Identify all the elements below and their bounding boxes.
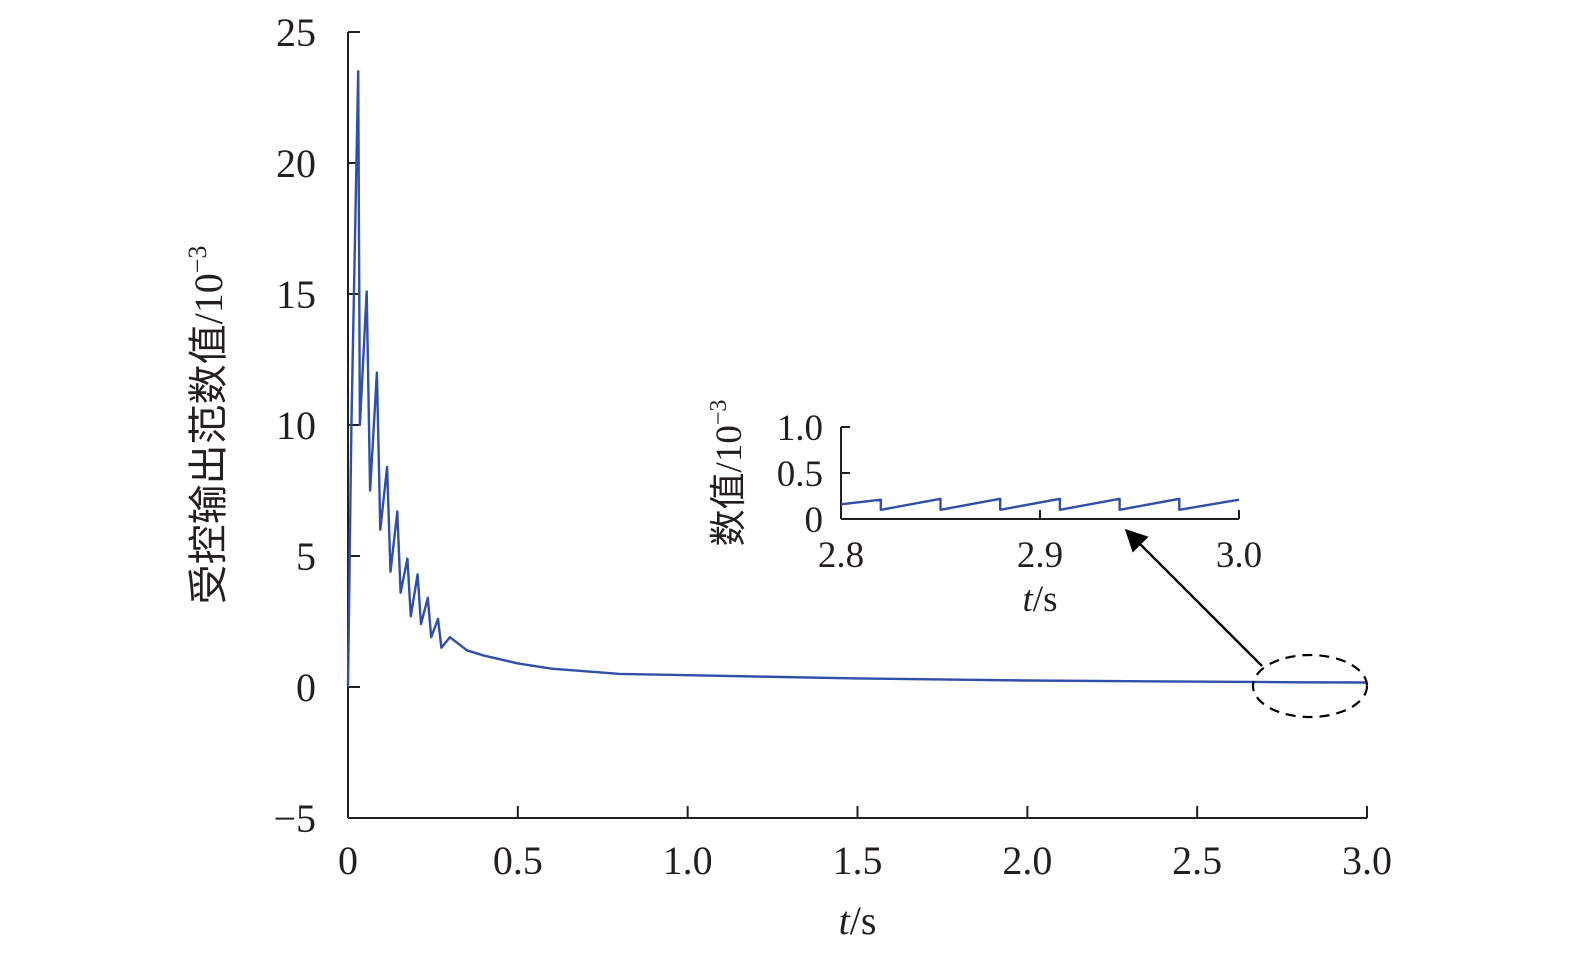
y-tick-label: 0 xyxy=(296,665,316,710)
y-tick-label: 10 xyxy=(276,403,316,448)
y-tick-label: 0.5 xyxy=(777,454,823,495)
x-tick-label: 2.9 xyxy=(1017,535,1063,576)
x-tick-label: 2.8 xyxy=(818,535,864,576)
x-axis-label: t/s xyxy=(839,898,877,943)
x-tick-label: 3.0 xyxy=(1342,838,1392,883)
series-line xyxy=(840,497,1240,511)
x-tick-label: 2.5 xyxy=(1172,838,1222,883)
x-tick-label: 1.0 xyxy=(663,838,713,883)
y-axis-label: 数值/10−3 xyxy=(706,400,750,547)
zoom-arrow xyxy=(1124,528,1263,667)
y-axis-label: 受控输出范数值/10−3 xyxy=(183,246,231,605)
y-tick-label: 5 xyxy=(296,534,316,579)
x-tick-label: 0 xyxy=(338,838,358,883)
x-tick-label: 2.0 xyxy=(1002,838,1052,883)
zoom-region-ellipse xyxy=(1251,653,1369,719)
inset-plot: 2.8 2.9 3.0 0 0.5 1.0 t/s 数值/10−3 xyxy=(706,400,1262,620)
main-plot: 0 0.5 1.0 1.5 2.0 2.5 3.0 −5 0 5 10 15 20 25 t/s 受控输出范数… xyxy=(183,10,1392,943)
y-tick-label: 0 xyxy=(805,500,824,541)
y-tick-label: 15 xyxy=(276,272,316,317)
y-tick-label: 25 xyxy=(276,10,316,55)
y-tick-label: 1.0 xyxy=(777,408,823,449)
x-axis-label: t/s xyxy=(1023,579,1058,620)
y-tick-label: 20 xyxy=(276,141,316,186)
x-tick-label: 3.0 xyxy=(1216,535,1262,576)
series-line xyxy=(346,70,1368,688)
x-tick-label: 1.5 xyxy=(833,838,883,883)
x-tick-label: 0.5 xyxy=(493,838,543,883)
y-tick-label: −5 xyxy=(273,796,316,841)
